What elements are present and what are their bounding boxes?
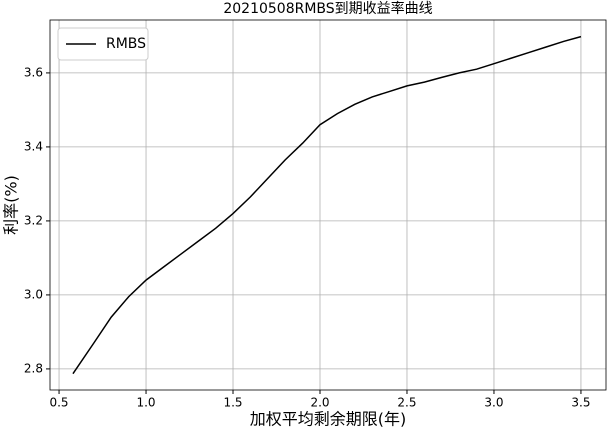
x-tick-label: 2.5	[397, 396, 416, 410]
legend: RMBS	[57, 27, 149, 61]
y-tick-label: 3.4	[24, 139, 43, 153]
x-tick-label: 0.5	[49, 396, 68, 410]
legend-label: RMBS	[106, 36, 146, 52]
y-tick-label: 2.8	[24, 361, 43, 375]
chart-title: 20210508RMBS到期收益率曲线	[223, 0, 432, 17]
y-tick-label: 3.2	[24, 213, 43, 227]
x-axis-label: 加权平均剩余期限(年)	[250, 410, 407, 429]
y-tick-label: 3.6	[24, 65, 43, 79]
x-tick-label: 1.5	[223, 396, 242, 410]
x-tick-label: 1.0	[136, 396, 155, 410]
line	[72, 35, 582, 375]
x-tick-label: 3.0	[484, 396, 503, 410]
x-tick-label: 2.0	[310, 396, 329, 410]
plot-frame	[49, 19, 607, 391]
x-tick-label: 3.5	[571, 396, 590, 410]
y-tick-label: 3.0	[24, 287, 43, 301]
y-axis-label: 利率(%)	[2, 175, 21, 235]
legend-box	[57, 27, 149, 61]
